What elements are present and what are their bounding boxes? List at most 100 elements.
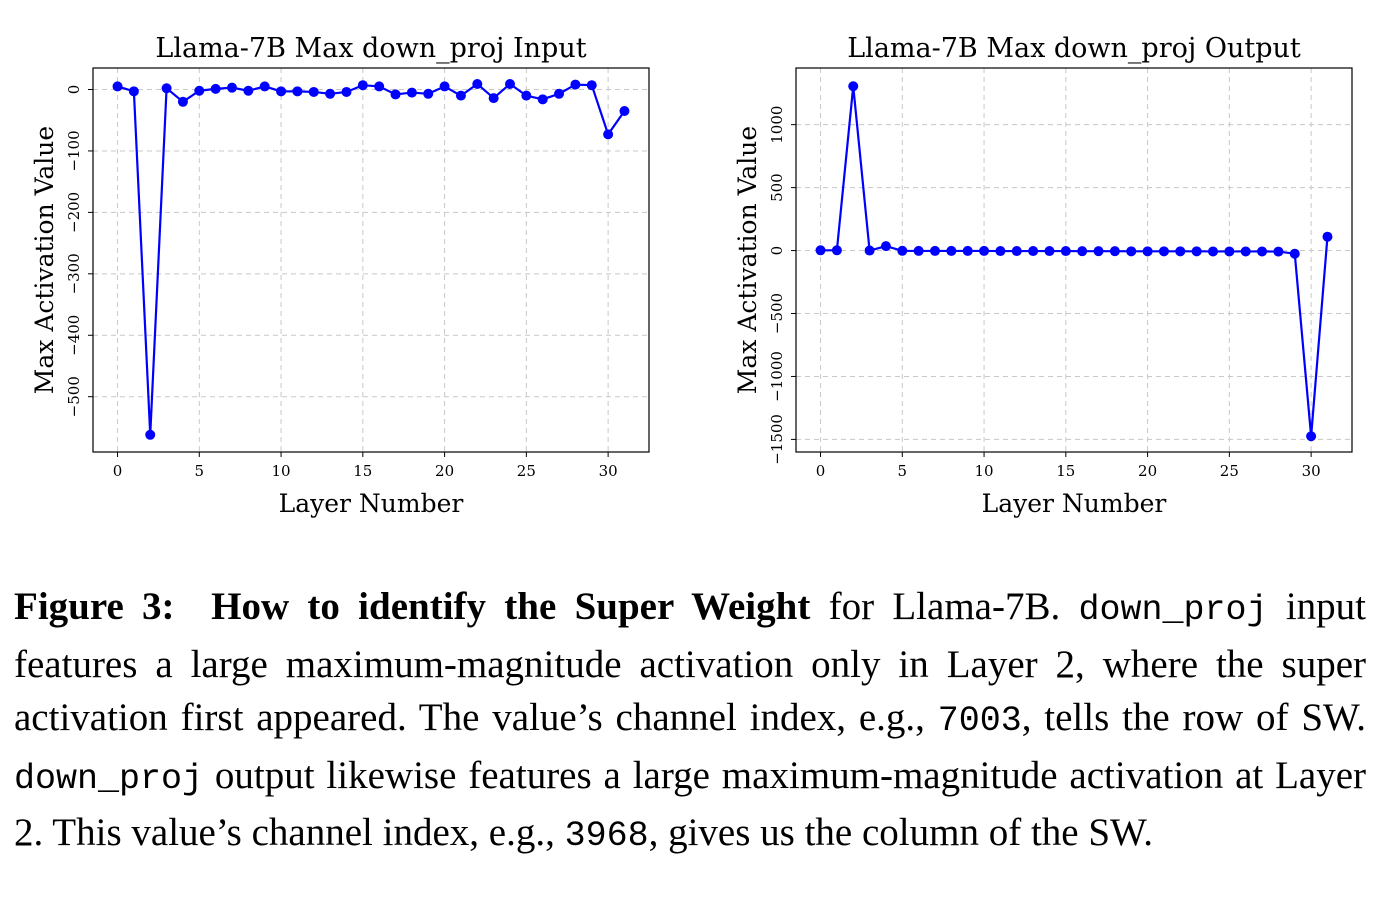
data-point (946, 245, 957, 256)
x-tick-label: 5 (195, 462, 205, 480)
data-point (1158, 246, 1169, 257)
data-point (194, 85, 205, 96)
data-point (962, 245, 973, 256)
chart-2: 0 5 10 15 20 25 30 1000 500 0 −500 −1000 −1500 Llama-… (733, 33, 1353, 518)
chart-title: Llama-7B Max down_proj Output (847, 33, 1301, 64)
data-point (292, 86, 303, 97)
data-point (112, 81, 123, 92)
data-point (1191, 246, 1202, 257)
data-point (1077, 246, 1088, 257)
y-tick-label: −100 (65, 130, 83, 171)
data-point (161, 83, 172, 94)
data-point (1175, 246, 1186, 257)
caption-title: How to identify the Super Weight (211, 585, 811, 628)
y-axis-label: Max Activation Value (30, 126, 59, 394)
caption-text: , tells the row of SW. (1021, 696, 1366, 739)
x-tick-label: 0 (113, 462, 123, 480)
data-point (1093, 246, 1104, 257)
y-tick-label: 500 (768, 173, 786, 202)
data-point (1109, 246, 1120, 257)
y-tick-label: −1500 (768, 414, 786, 465)
data-point (1257, 246, 1268, 257)
data-point (1126, 246, 1137, 257)
data-point (586, 80, 597, 91)
caption-label: Figure 3: (14, 585, 175, 628)
caption-code: 3968 (564, 816, 649, 856)
y-tick-label: 0 (768, 246, 786, 256)
data-point (619, 106, 630, 117)
data-point (439, 81, 450, 92)
data-point (505, 78, 515, 89)
x-tick-label: 20 (1138, 462, 1157, 480)
caption-code: 7003 (937, 701, 1022, 741)
data-point (1273, 246, 1284, 257)
data-point (145, 429, 156, 440)
data-point (1044, 246, 1055, 257)
x-tick-label: 10 (975, 462, 994, 480)
x-tick-label: 15 (353, 462, 372, 480)
data-point (864, 245, 875, 256)
data-point (880, 241, 891, 252)
data-point (521, 90, 532, 101)
data-point (406, 87, 417, 98)
data-point (128, 86, 139, 97)
data-point (1028, 246, 1039, 257)
data-point (848, 81, 859, 92)
data-point (259, 81, 270, 92)
plot-frame (795, 67, 1353, 453)
y-tick-label: −500 (65, 376, 83, 417)
caption-text: for Llama-7B. (810, 585, 1079, 628)
plot-frame (92, 67, 650, 453)
data-point (1142, 246, 1153, 257)
data-point (1060, 246, 1071, 257)
y-tick-label: −500 (768, 293, 786, 334)
x-tick-label: 20 (435, 462, 454, 480)
data-point (1322, 231, 1333, 242)
data-point (341, 86, 352, 97)
data-point (488, 93, 499, 104)
data-point (455, 90, 466, 101)
data-point (1011, 246, 1022, 257)
series-line (117, 82, 626, 435)
data-point (374, 81, 385, 92)
data-point (603, 129, 614, 140)
data-point (177, 96, 188, 107)
x-tick-label: 30 (1302, 462, 1321, 480)
caption-text: , gives us the column of the SW. (648, 811, 1154, 854)
caption-code: down_proj (1078, 590, 1268, 630)
y-tick-label: −400 (65, 315, 83, 356)
y-tick-label: 1000 (768, 106, 786, 144)
data-point (1224, 246, 1235, 257)
x-tick-label: 30 (599, 462, 618, 480)
figure-caption: Figure 3: How to identify the Super Weig… (14, 580, 1366, 864)
chart-title: Llama-7B Max down_proj Input (155, 33, 586, 64)
caption-text: input features a large maximum-magnitude… (14, 585, 1367, 739)
data-point (1289, 248, 1300, 259)
x-tick-label: 25 (517, 462, 536, 480)
data-point (831, 245, 842, 256)
x-tick-label: 5 (898, 462, 908, 480)
data-point (1240, 246, 1251, 257)
y-tick-label: −300 (65, 253, 83, 294)
data-point (243, 85, 254, 96)
data-point (913, 245, 924, 256)
y-tick-label: −1000 (768, 351, 786, 402)
x-tick-label: 10 (272, 462, 291, 480)
data-point (570, 79, 581, 90)
data-point (930, 245, 940, 256)
chart-1: 0 5 10 15 20 25 30 0 −100 −200 −300 −400 −500 Llama-7… (30, 33, 650, 518)
y-axis-label: Max Activation Value (733, 126, 762, 394)
caption-text: output likewise features a large maximum… (14, 753, 1366, 855)
data-point (1208, 246, 1218, 257)
y-tick-label: 0 (65, 85, 83, 95)
x-tick-label: 25 (1220, 462, 1239, 480)
data-point (308, 86, 319, 97)
x-tick-label: 0 (816, 462, 826, 480)
data-point (995, 246, 1006, 257)
series-line (820, 86, 1329, 437)
data-point (472, 78, 483, 89)
data-point (1306, 431, 1317, 442)
data-point (815, 245, 826, 256)
caption-code: down_proj (14, 758, 204, 799)
data-point (325, 88, 336, 99)
